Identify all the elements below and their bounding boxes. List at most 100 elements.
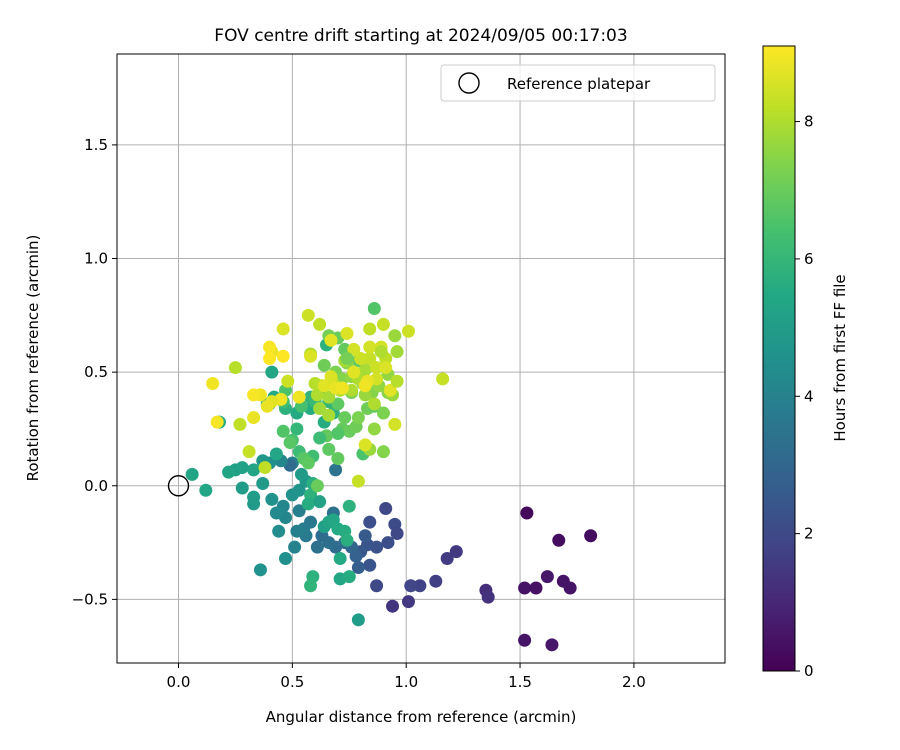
scatter-point: [247, 497, 261, 511]
x-tick-label: 1.5: [508, 673, 532, 691]
scatter-point: [283, 436, 297, 450]
scatter-point: [304, 349, 318, 363]
scatter-point: [401, 324, 415, 338]
scatter-point: [449, 545, 463, 559]
scatter-point: [317, 358, 331, 372]
scatter-point: [276, 349, 290, 363]
y-tick-label: 0.5: [84, 363, 108, 381]
scatter-point: [376, 317, 390, 331]
scatter-point: [390, 374, 404, 388]
scatter-point: [242, 445, 256, 459]
scatter-point: [206, 376, 220, 390]
scatter-point: [379, 361, 393, 375]
scatter-point: [265, 365, 279, 379]
scatter-point: [233, 417, 247, 431]
scatter-point: [520, 506, 534, 520]
colorbar-gradient: [762, 45, 796, 672]
scatter-point: [324, 333, 338, 347]
scatter-point: [390, 526, 404, 540]
scatter-point: [342, 570, 356, 584]
scatter-point: [342, 499, 356, 513]
scatter-point: [340, 352, 354, 365]
scatter-point: [363, 352, 377, 365]
x-tick-label: 0.5: [280, 673, 304, 691]
scatter-point: [269, 447, 283, 461]
scatter-point: [288, 540, 302, 554]
scatter-point: [358, 379, 372, 393]
scatter-point: [429, 574, 443, 588]
legend-box: [440, 64, 716, 102]
legend-entry-reference: Reference platepar: [507, 75, 651, 93]
scatter-point: [292, 390, 306, 404]
scatter-point: [379, 501, 393, 515]
scatter-point: [292, 483, 306, 497]
scatter-point: [272, 524, 286, 538]
y-tick-label: 1.0: [84, 250, 108, 268]
scatter-point: [322, 408, 336, 422]
scatter-point: [370, 361, 384, 375]
scatter-point: [301, 456, 315, 470]
reference-platepar-marker: [167, 475, 190, 497]
scatter-point: [347, 365, 361, 379]
x-tick-label: 1.0: [394, 673, 418, 691]
scatter-point: [294, 467, 308, 481]
y-tick-label: −0.5: [72, 590, 108, 608]
scatter-point: [253, 563, 267, 577]
scatter-point: [331, 451, 345, 465]
scatter-point: [351, 561, 365, 575]
scatter-point: [222, 465, 236, 479]
scatter-point: [367, 422, 381, 436]
scatter-point: [210, 415, 224, 429]
scatter-point: [351, 474, 365, 488]
y-tick-label: 0.0: [84, 477, 108, 495]
scatter-point: [310, 540, 324, 554]
scatter-point: [354, 352, 368, 365]
scatter-point: [333, 551, 347, 565]
scatter-point: [351, 613, 365, 627]
colorbar: 0 2 4 6 8 Hours from first FF file: [762, 45, 849, 680]
scatter-point: [331, 397, 345, 411]
scatter-point: [331, 426, 345, 440]
scatter-point: [304, 579, 318, 593]
scatter-point: [235, 481, 249, 495]
scatter-point: [584, 529, 598, 543]
scatter-point: [260, 399, 274, 413]
x-tick-label: 2.0: [622, 673, 646, 691]
colorbar-tick-label: 0: [804, 662, 814, 680]
scatter-point: [313, 401, 327, 415]
scatter-point: [340, 327, 354, 341]
scatter-point: [358, 388, 372, 402]
scatter-point: [290, 524, 304, 538]
scatter-point: [301, 497, 315, 511]
scatter-point: [313, 431, 327, 445]
scatter-point: [540, 570, 554, 584]
scatter-point: [436, 372, 450, 386]
scatter-point: [376, 445, 390, 459]
scatter-point: [383, 383, 397, 397]
scatter-point: [269, 506, 283, 520]
scatter-point: [228, 361, 242, 375]
scatter-point: [358, 529, 372, 543]
scatter-point: [338, 411, 352, 425]
scatter-point: [199, 483, 213, 497]
scatter-point: [310, 479, 324, 493]
chart-title: FOV centre drift starting at 2024/09/05 …: [214, 26, 627, 46]
scatter-point: [552, 533, 566, 547]
scatter-point: [313, 317, 327, 331]
plot-frame: [116, 53, 726, 664]
y-tick-label: 1.5: [84, 136, 108, 154]
scatter-point: [247, 463, 261, 477]
scatter-point: [404, 579, 418, 593]
scatter-point: [351, 411, 365, 425]
scatter-point: [367, 397, 381, 411]
scatter-point: [374, 345, 388, 359]
scatter-point: [518, 581, 532, 595]
plot-area: [116, 53, 726, 664]
scatter-point: [401, 595, 415, 609]
legend: Reference platepar: [440, 64, 716, 102]
scatter-point: [322, 442, 336, 456]
y-axis: −0.5 0.0 0.5 1.0 1.5: [72, 136, 117, 608]
legend-reference-marker: [458, 72, 480, 94]
scatter-point: [276, 424, 290, 438]
plot-background: [117, 54, 725, 663]
